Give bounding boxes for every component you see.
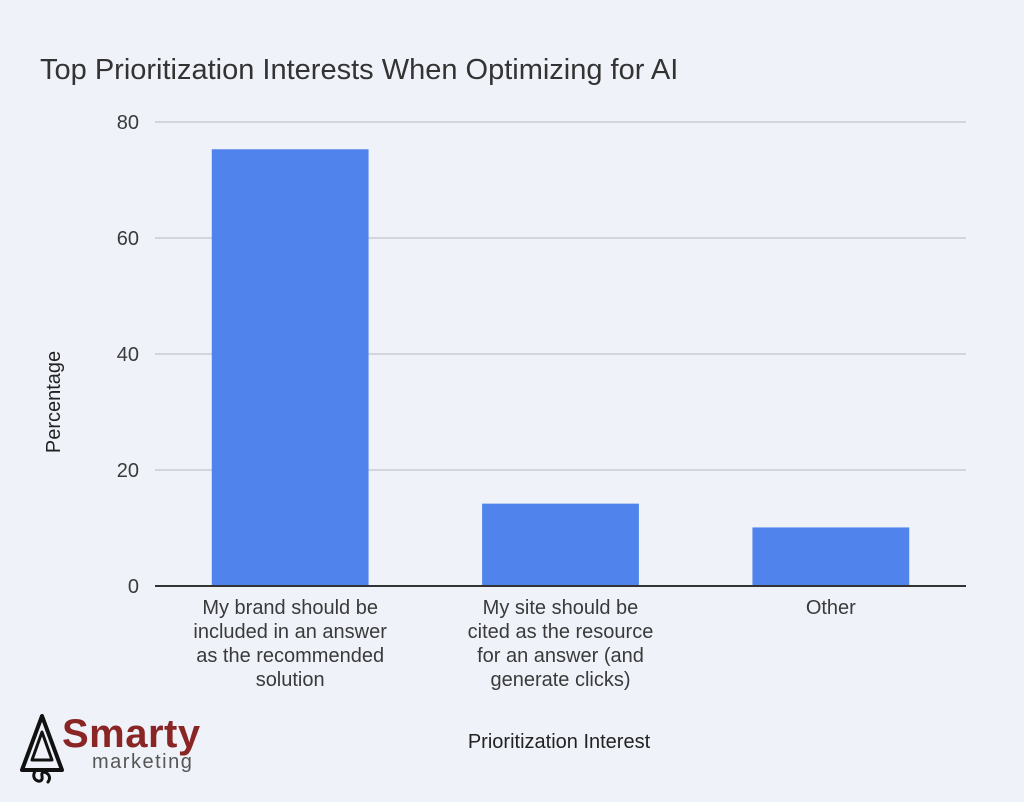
bar: [211, 149, 369, 586]
chart-title: Top Prioritization Interests When Optimi…: [40, 54, 678, 86]
y-tick-label: 0: [128, 576, 139, 598]
tree-logo-icon: [20, 714, 64, 784]
x-tick-label: My brand should be included in an answer…: [193, 597, 387, 691]
y-tick-label: 40: [117, 344, 139, 366]
y-tick-label: 60: [117, 228, 139, 250]
x-tick-label: My site should be cited as the resource …: [467, 597, 654, 691]
bars: [211, 149, 910, 586]
bar: [752, 527, 910, 586]
logo-subtitle: marketing: [92, 751, 194, 773]
y-axis-label: Percentage: [43, 351, 65, 453]
y-tick-label: 80: [117, 112, 139, 134]
bar: [482, 503, 639, 586]
x-axis-label: Prioritization Interest: [468, 731, 651, 753]
x-tick-label: Other: [805, 597, 856, 619]
y-tick-label: 20: [117, 460, 139, 482]
logo-wordmark: Smarty: [62, 712, 201, 756]
smarty-marketing-logo: Smarty marketing: [18, 708, 228, 788]
y-axis-ticks: 0 20 40 60 80: [117, 112, 139, 598]
